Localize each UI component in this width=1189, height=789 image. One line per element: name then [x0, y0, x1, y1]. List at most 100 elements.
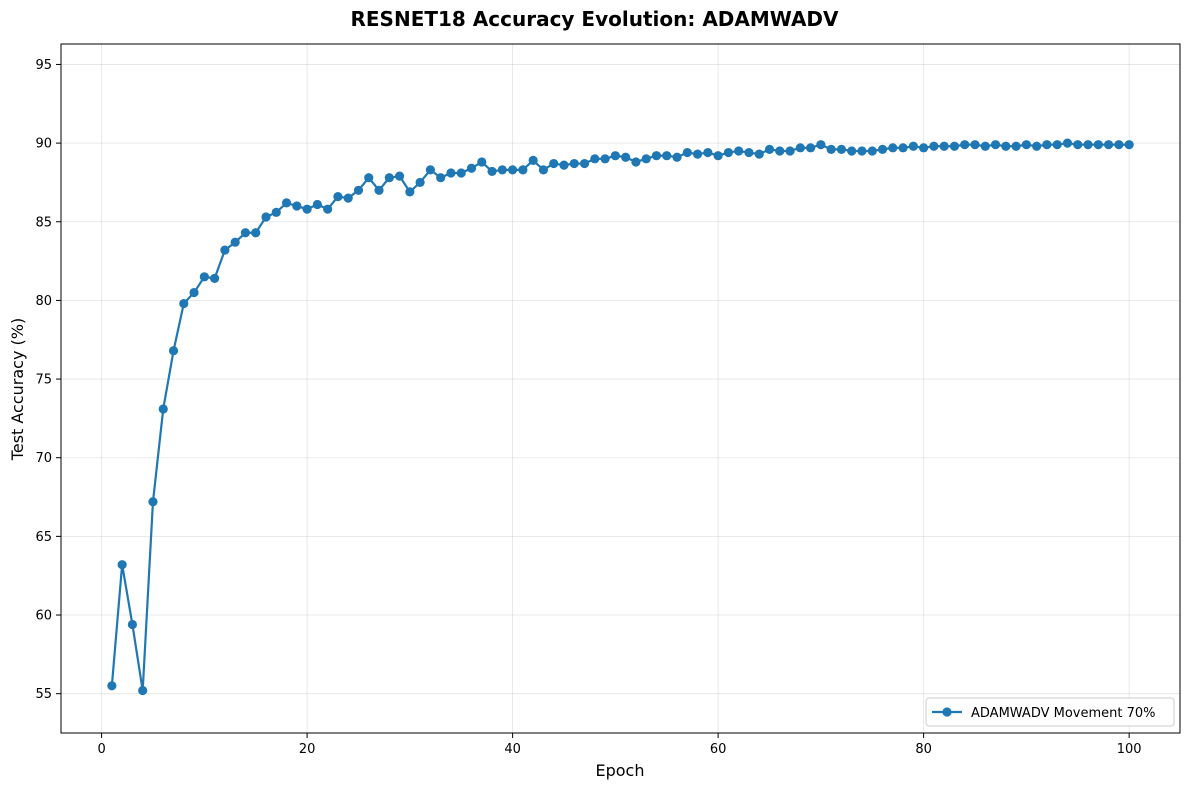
data-point: [353, 185, 364, 195]
y-tick-label: 95: [35, 58, 52, 73]
data-point: [549, 158, 559, 169]
data-point: [651, 151, 662, 161]
data-point: [723, 147, 733, 158]
data-point: [436, 173, 446, 183]
data-point: [240, 228, 251, 238]
data-point: [487, 166, 497, 177]
data-point: [877, 144, 888, 154]
data-point: [189, 287, 199, 298]
data-point: [199, 272, 209, 282]
data-point: [990, 140, 1001, 150]
data-point: [1001, 141, 1011, 151]
data-point: [528, 155, 538, 166]
data-point: [1021, 140, 1031, 150]
data-point: [312, 199, 322, 210]
data-point: [775, 146, 785, 156]
data-point: [569, 158, 579, 169]
data-point: [692, 149, 703, 159]
data-point: [518, 165, 528, 175]
data-point: [333, 191, 343, 202]
data-point: [210, 273, 220, 283]
data-point: [579, 158, 590, 169]
data-point: [1083, 140, 1093, 150]
data-point: [867, 146, 877, 156]
data-point: [672, 152, 682, 162]
data-point: [1103, 140, 1114, 150]
data-point: [292, 201, 302, 211]
data-point: [898, 143, 908, 153]
x-tick-label: 80: [915, 742, 932, 757]
data-point: [734, 146, 744, 156]
data-point: [1042, 140, 1052, 150]
data-point: [805, 143, 816, 153]
legend-label: ADAMWADV Movement 70%: [971, 706, 1156, 721]
y-tick-label: 65: [35, 530, 52, 545]
data-point: [1032, 141, 1042, 151]
data-point: [456, 168, 466, 178]
data-point: [415, 177, 425, 188]
data-point: [1093, 140, 1103, 150]
data-point: [590, 154, 600, 164]
data-point: [1114, 140, 1124, 150]
data-point: [168, 346, 179, 356]
legend-dot-marker: [942, 707, 952, 717]
plot-frame: [60, 43, 1181, 734]
data-point: [117, 560, 127, 570]
y-tick-label: 55: [35, 687, 52, 702]
legend: ADAMWADV Movement 70%: [925, 697, 1175, 727]
data-point: [600, 154, 610, 164]
data-point: [1124, 140, 1134, 150]
data-point: [271, 207, 281, 217]
data-point: [230, 237, 240, 247]
data-point: [826, 144, 836, 154]
data-point: [919, 143, 929, 153]
data-point: [908, 141, 918, 151]
y-axis-label: Test Accuracy (%): [8, 318, 27, 461]
x-axis-label: Epoch: [596, 761, 645, 780]
data-point: [713, 151, 723, 161]
data-point: [641, 154, 651, 164]
data-point: [795, 143, 805, 153]
data-point: [764, 144, 775, 154]
y-tick-label: 60: [35, 609, 52, 624]
data-point: [621, 152, 631, 162]
data-point: [1073, 140, 1083, 150]
data-point: [405, 187, 415, 197]
data-point: [384, 173, 394, 183]
data-point: [939, 141, 949, 151]
data-point: [847, 146, 857, 156]
data-point: [323, 204, 333, 214]
data-point: [836, 144, 847, 154]
data-point: [816, 140, 826, 150]
data-point: [1062, 138, 1073, 148]
data-point: [970, 140, 980, 150]
data-point: [466, 163, 477, 173]
x-tick-label: 100: [1117, 742, 1142, 757]
data-point: [251, 228, 261, 238]
data-point: [179, 298, 189, 309]
data-point: [425, 165, 436, 175]
x-tick-label: 60: [710, 742, 727, 757]
data-point: [220, 245, 230, 255]
data-point: [374, 185, 384, 195]
data-point: [631, 157, 641, 167]
x-tick-label: 40: [504, 742, 521, 757]
data-point: [446, 168, 456, 178]
data-point: [261, 212, 271, 222]
data-point: [929, 141, 939, 151]
data-point: [538, 165, 549, 175]
data-point: [754, 149, 764, 159]
data-point: [394, 171, 405, 181]
data-point: [138, 685, 148, 696]
data-point: [148, 497, 158, 507]
data-point: [703, 147, 713, 158]
y-tick-label: 85: [35, 215, 52, 230]
data-point: [559, 160, 569, 170]
x-tick-label: 20: [299, 742, 316, 757]
data-point: [343, 193, 353, 203]
data-point: [682, 147, 692, 158]
data-point: [949, 141, 960, 151]
data-point: [281, 198, 292, 208]
data-point: [785, 146, 795, 156]
